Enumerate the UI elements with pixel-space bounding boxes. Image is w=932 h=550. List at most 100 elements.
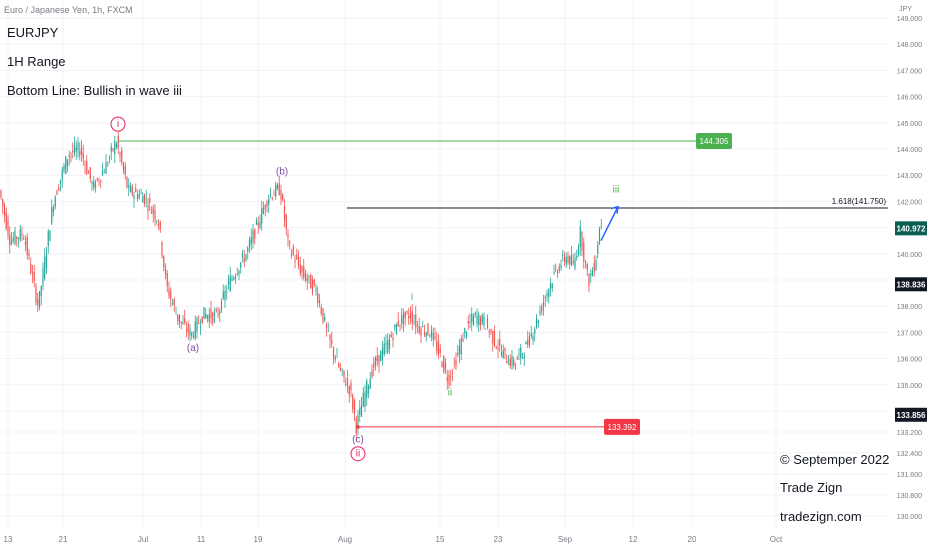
candle-body (406, 311, 408, 313)
candle-body (96, 178, 98, 181)
time-tick-label: Oct (770, 535, 783, 544)
price-axis[interactable]: JPY 130.000 130.800 131.600 132.400 133.200 13… (895, 6, 927, 521)
candle-body (192, 335, 195, 337)
time-tick-label: 13 (4, 535, 13, 544)
candle-body (574, 257, 576, 269)
candle-body (194, 321, 196, 339)
current-price-badge[interactable] (895, 221, 927, 236)
level-anchor-dot (356, 425, 360, 429)
candle-body (493, 330, 496, 346)
price-marker-badge[interactable] (895, 277, 927, 292)
candle-body (488, 331, 490, 333)
candle-body (299, 264, 301, 274)
candle-body (360, 405, 363, 417)
candle-body (266, 201, 268, 207)
price-tick-label: 133.200 (897, 430, 922, 437)
price-marker-badge[interactable] (895, 407, 927, 422)
price-tick-label: 143.000 (897, 173, 922, 180)
candle-body (149, 198, 151, 203)
price-tick-label: 148.000 (897, 42, 922, 49)
candle-body (376, 355, 378, 362)
candle-body (168, 288, 170, 297)
candle-body (87, 172, 90, 174)
candle-body (138, 194, 140, 198)
candle-body (359, 407, 361, 415)
candle-body (464, 327, 466, 333)
level-price-text: 144.305 (700, 137, 729, 146)
candle-body (297, 257, 300, 266)
candle-body (397, 320, 399, 326)
candle-body (73, 144, 76, 153)
candle-body (422, 326, 424, 327)
price-tick-label: 132.400 (897, 451, 922, 458)
candle-body (331, 340, 333, 345)
price-tick-label: 144.000 (897, 147, 922, 154)
candle-body (569, 256, 571, 265)
candle-body (250, 237, 252, 245)
candle-body (212, 312, 214, 323)
candle-body (409, 313, 412, 319)
price-tick-label: 137.000 (897, 330, 922, 337)
candle-body (199, 325, 202, 328)
candle-body (446, 376, 448, 382)
candle-body (427, 323, 429, 335)
price-tick-label: 135.000 (897, 383, 922, 390)
candle-body (586, 263, 588, 271)
candle-body (332, 347, 335, 357)
candle-body (366, 380, 368, 398)
candle-body (215, 309, 217, 312)
candle-body (210, 308, 212, 319)
time-tick-label: Sep (558, 535, 573, 544)
candle-body (357, 415, 359, 428)
candle-body (597, 245, 599, 254)
candle-body (170, 291, 172, 299)
time-tick-label: 21 (59, 535, 68, 544)
candle-body (93, 181, 95, 188)
candle-body (423, 332, 426, 335)
candle-body (348, 386, 350, 395)
candle-body (121, 150, 123, 163)
candle-body (528, 335, 531, 346)
candle-body (12, 238, 14, 242)
price-tick-label: 147.000 (897, 68, 922, 75)
candle-body (402, 312, 405, 325)
candle-body (21, 233, 23, 236)
candle-body (47, 231, 49, 247)
candle-body (142, 196, 144, 203)
price-marker-text: 133.856 (897, 411, 926, 420)
candle-body (91, 182, 93, 184)
candle-body (315, 288, 317, 292)
candle-body (236, 273, 238, 275)
candle-body (301, 266, 303, 272)
candle-body (126, 176, 128, 188)
candle-body (110, 146, 112, 152)
level-price-tag[interactable] (604, 418, 640, 435)
candle-body (388, 339, 391, 349)
candle-body (35, 285, 37, 303)
time-axis[interactable]: 13 21 Jul 11 19 Aug 15 23 Sep 12 20 Oct (4, 535, 783, 544)
candle-body (222, 291, 224, 299)
candle-body (537, 320, 539, 324)
bottom-line-note: Bottom Line: Bullish in wave iii (7, 83, 182, 98)
candle-body (7, 219, 9, 236)
candle-body (334, 356, 336, 360)
candle-body (392, 337, 394, 340)
candle-body (233, 277, 235, 280)
horizontal-levels[interactable]: 144.305 133.392 1.618(141.750) (118, 133, 888, 435)
candle-body (101, 170, 104, 176)
wave-label: (c) (352, 435, 364, 446)
candle-body (257, 222, 259, 226)
candle-body (177, 314, 179, 321)
level-price-tag[interactable] (696, 133, 732, 150)
candle-body (285, 214, 287, 229)
candle-body (458, 346, 461, 355)
candle-body (444, 362, 447, 370)
candle-body (70, 153, 72, 155)
candle-body (241, 253, 244, 258)
candle-body (542, 302, 545, 307)
candle-body (229, 275, 231, 292)
price-tick-label: 130.800 (897, 493, 922, 500)
candle-body (362, 393, 364, 407)
